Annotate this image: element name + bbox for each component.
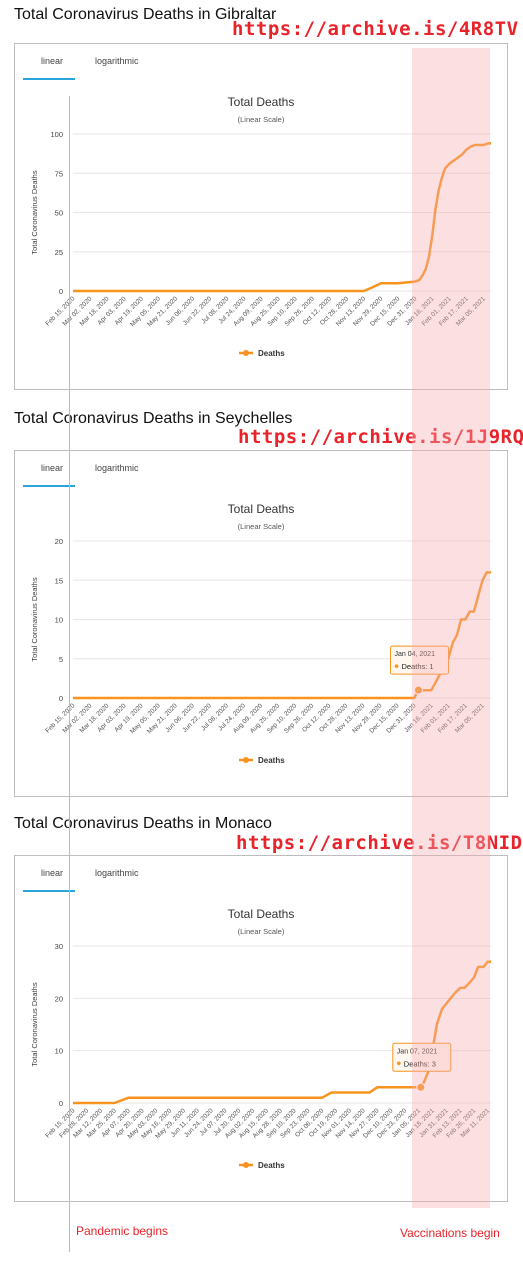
tooltip-bullet	[397, 1061, 401, 1066]
active-tab-indicator	[23, 78, 75, 80]
scale-tabs: linear logarithmic	[15, 451, 507, 487]
y-tick-label: 25	[55, 248, 63, 257]
chart-panel-monaco: linear logarithmic Total Deaths (Linear S…	[14, 855, 508, 1202]
y-axis-label: Total Coronavirus Deaths	[30, 982, 39, 1066]
series-line-deaths	[73, 142, 491, 293]
legend-label-deaths: Deaths	[258, 1161, 285, 1170]
tooltip-point	[416, 1082, 426, 1092]
chart-subtitle: (Linear Scale)	[238, 927, 285, 936]
y-axis-label: Total Coronavirus Deaths	[30, 170, 39, 254]
tooltip-point	[413, 685, 423, 695]
tooltip-value: Deaths: 3	[404, 1059, 436, 1068]
chart-title: Total Deaths	[228, 907, 295, 921]
vaccinations-begin-label: Vaccinations begin	[400, 1226, 500, 1240]
chart-title: Total Deaths	[228, 95, 295, 109]
y-tick-label: 20	[55, 537, 63, 546]
line-chart-gibraltar: Total Deaths (Linear Scale) 0 25 50 75 100 Tota…	[30, 95, 491, 358]
tooltip-box	[392, 1042, 452, 1072]
y-tick-label: 0	[59, 1099, 63, 1108]
y-tick-label: 10	[55, 616, 63, 625]
chart-panel-gibraltar: linear logarithmic Total Deaths (Linear S…	[14, 43, 508, 390]
y-tick-label: 10	[55, 1047, 63, 1056]
tab-linear[interactable]: linear	[41, 56, 64, 66]
chart-panel-seychelles: linear logarithmic Total Deaths (Linear S…	[14, 450, 508, 797]
tab-linear[interactable]: linear	[41, 868, 64, 878]
y-axis-label: Total Coronavirus Deaths	[30, 577, 39, 661]
line-chart-seychelles: Total Deaths (Linear Scale) 0 5 10 15 20 Total …	[30, 502, 491, 765]
active-tab-indicator	[23, 485, 75, 487]
section-title-monaco: Total Coronavirus Deaths in Monaco	[14, 815, 272, 832]
tooltip-date: Jan 04, 2021	[394, 651, 435, 658]
y-tick-label: 30	[55, 942, 63, 951]
tooltip-value: Deaths: 1	[401, 662, 433, 671]
legend-swatch-dot	[243, 350, 249, 356]
scale-tabs: linear logarithmic	[15, 856, 507, 892]
tooltip-box	[389, 645, 449, 675]
y-tick-label: 15	[55, 576, 63, 585]
archive-link-gibraltar[interactable]: https://archive.is/4R8TV	[232, 18, 519, 40]
y-tick-label: 0	[59, 287, 63, 296]
series-line-deaths	[73, 571, 491, 700]
chart-title: Total Deaths	[228, 502, 295, 516]
tooltip-date: Jan 07, 2021	[397, 1048, 438, 1055]
chart-subtitle: (Linear Scale)	[238, 522, 285, 531]
line-chart-monaco: Total Deaths (Linear Scale) 0 10 20 30 Total C…	[30, 907, 491, 1170]
y-tick-label: 0	[59, 694, 63, 703]
y-tick-label: 20	[55, 994, 63, 1003]
tab-logarithmic[interactable]: logarithmic	[95, 463, 139, 473]
tab-logarithmic[interactable]: logarithmic	[95, 868, 139, 878]
archive-link-monaco[interactable]: https://archive.is/T8NID	[236, 832, 523, 854]
legend-swatch-dot	[243, 1162, 249, 1168]
scale-tabs: linear logarithmic	[15, 44, 507, 80]
y-tick-label: 75	[55, 169, 63, 178]
y-tick-label: 5	[59, 655, 63, 664]
tab-linear[interactable]: linear	[41, 463, 64, 473]
tab-logarithmic[interactable]: logarithmic	[95, 56, 139, 66]
series-line-deaths	[73, 960, 491, 1105]
tooltip-bullet	[394, 664, 399, 668]
active-tab-indicator	[23, 890, 75, 892]
legend-label-deaths: Deaths	[258, 349, 285, 358]
legend-swatch-dot	[243, 757, 249, 763]
legend-label-deaths: Deaths	[258, 756, 285, 765]
section-title-seychelles: Total Coronavirus Deaths in Seychelles	[14, 410, 293, 427]
y-tick-label: 100	[50, 130, 63, 139]
pandemic-begins-label: Pandemic begins	[76, 1224, 169, 1238]
y-tick-label: 50	[55, 209, 63, 218]
section-title-gibraltar: Total Coronavirus Deaths in Gibraltar	[14, 6, 277, 23]
chart-subtitle: (Linear Scale)	[238, 115, 285, 124]
archive-link-seychelles[interactable]: https://archive.is/1J9RQ	[238, 426, 523, 448]
